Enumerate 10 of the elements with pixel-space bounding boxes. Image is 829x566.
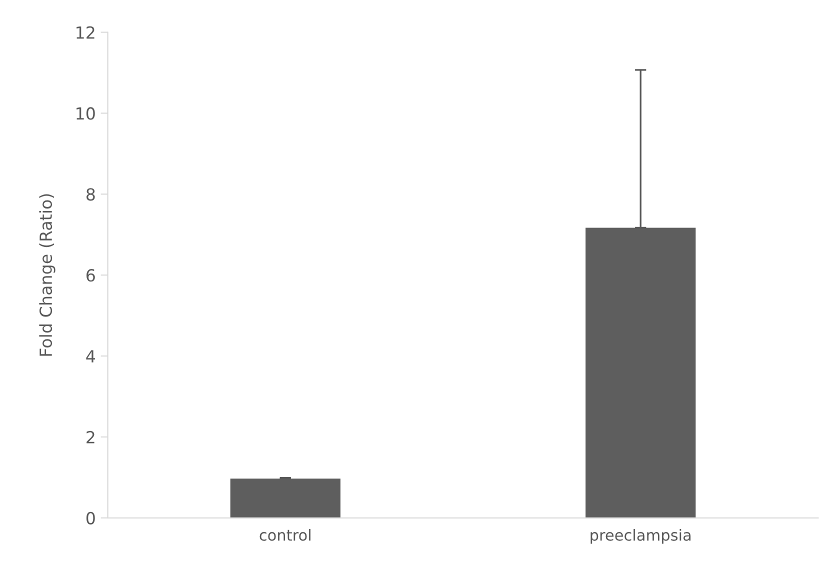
y-tick-label: 6 [86, 269, 95, 282]
y-tick-label: 4 [86, 350, 96, 362]
y-tick-label: 8 [86, 188, 95, 201]
y-tick-label: 12 [76, 26, 94, 39]
y-tick-label: 2 [86, 430, 94, 444]
y-tick-label: 0 [86, 512, 95, 524]
y-axis-title: Fold Change (Ratio) [39, 194, 56, 356]
x-tick-label: preeclampsia [590, 529, 691, 544]
y-tick-label: 10 [76, 107, 95, 120]
x-tick-label: control [260, 529, 310, 541]
